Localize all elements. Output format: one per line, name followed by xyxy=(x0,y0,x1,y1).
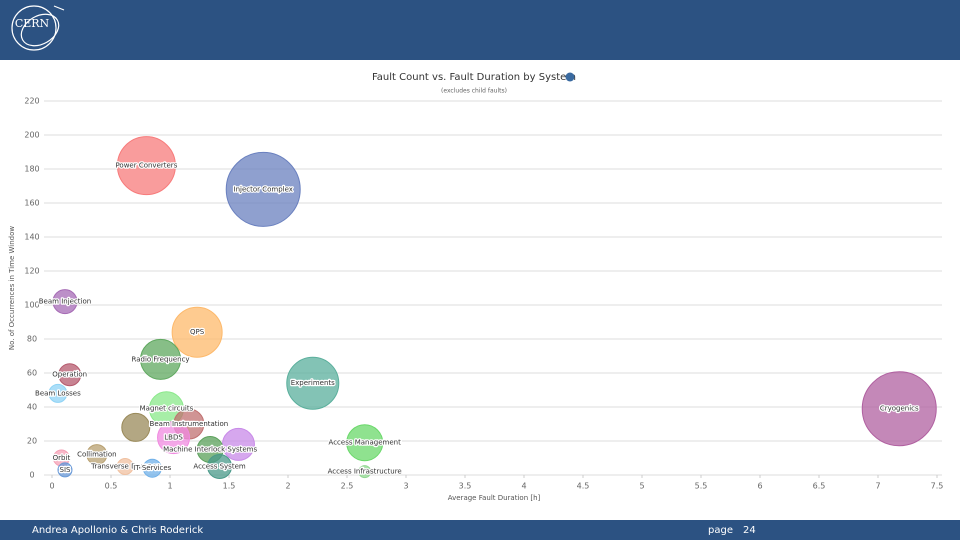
footer-page-number: 24 xyxy=(743,525,756,536)
chart-subtitle: (excludes child faults) xyxy=(441,88,507,95)
bubble-label: Orbit xyxy=(53,454,71,462)
x-tick-label: 7 xyxy=(875,482,880,491)
bubble-label: Experiments xyxy=(291,379,335,387)
bubble-label: Beam Injection xyxy=(39,298,91,306)
bubble-label: Radio Frequency xyxy=(132,355,190,363)
x-axis-label: Average Fault Duration [h] xyxy=(448,494,541,502)
bubble xyxy=(861,371,937,447)
bubble xyxy=(286,356,340,410)
bubble xyxy=(358,465,372,479)
bubble xyxy=(116,136,176,196)
bubble-label: Access Infrastructure xyxy=(328,468,402,476)
y-tick-label: 0 xyxy=(29,471,34,480)
x-tick-label: 6 xyxy=(757,482,762,491)
x-tick-label: 2.5 xyxy=(341,482,354,491)
logo-text: CERN xyxy=(15,17,50,30)
bubble-label: Machine Interlock Systems xyxy=(163,446,257,454)
y-tick-label: 140 xyxy=(24,233,39,242)
bubble-label: Operation xyxy=(52,371,87,379)
x-tick-label: 1.5 xyxy=(223,482,236,491)
bubble-label: IT Services xyxy=(133,464,171,472)
x-tick-label: 1 xyxy=(167,482,172,491)
bubble xyxy=(57,462,73,478)
info-icon[interactable] xyxy=(565,72,575,82)
bubble-label: Beam Instrumentation xyxy=(150,420,229,428)
bubble-label: SIS xyxy=(60,466,72,474)
footer-authors: Andrea Apollonio & Chris Roderick xyxy=(32,525,203,536)
bubble xyxy=(116,458,134,475)
footer-bar xyxy=(0,520,960,540)
bubble xyxy=(48,383,68,403)
bubble-label: Access System xyxy=(193,463,245,471)
bubble-label: Collimation xyxy=(77,451,117,459)
bubble xyxy=(207,454,233,479)
x-tick-label: 4 xyxy=(521,482,526,491)
bubble-label: Cryogenics xyxy=(880,405,919,413)
bubble-label: LBDS xyxy=(164,434,183,442)
x-tick-label: 5.5 xyxy=(695,482,708,491)
bubble xyxy=(225,151,301,227)
x-tick-label: 7.5 xyxy=(931,482,944,491)
bubble xyxy=(221,427,255,461)
x-tick-label: 6.5 xyxy=(813,482,826,491)
y-tick-label: 20 xyxy=(27,437,37,446)
bubble-label: Access Management xyxy=(329,439,402,447)
footer-page-label: page xyxy=(708,525,733,536)
bubble-label: Magnet circuits xyxy=(140,405,194,413)
bubble xyxy=(121,412,151,442)
bubble xyxy=(86,444,108,466)
chart-title: Fault Count vs. Fault Duration by System xyxy=(372,72,576,83)
bubble xyxy=(171,306,223,358)
bubble-label: Transverse Damper xyxy=(90,463,159,471)
bubble-label: Injector Complex xyxy=(234,185,293,193)
y-tick-label: 220 xyxy=(24,97,39,106)
x-tick-label: 0 xyxy=(49,482,54,491)
y-tick-label: 40 xyxy=(27,403,37,412)
y-tick-label: 120 xyxy=(24,267,39,276)
y-tick-label: 100 xyxy=(24,301,39,310)
y-tick-label: 60 xyxy=(27,369,37,378)
plot: 0 20 40 60 80 100 120 140 160 180 200 220 0 0.5 1 1.5 2 2… xyxy=(24,97,943,491)
y-tick-label: 80 xyxy=(27,335,37,344)
y-tick-label: 180 xyxy=(24,165,39,174)
bubble-label: QPS xyxy=(190,328,205,336)
y-axis-label: No. of Occurrences in Time Window xyxy=(8,226,16,351)
bubble xyxy=(58,363,82,387)
x-tick-label: 3.5 xyxy=(459,482,472,491)
x-tick-label: 3 xyxy=(403,482,408,491)
bubble-label: Power Converters xyxy=(115,162,177,170)
y-tick-label: 160 xyxy=(24,199,39,208)
x-tick-label: 0.5 xyxy=(105,482,118,491)
bubble-label: Beam Losses xyxy=(35,389,81,397)
x-tick-label: 5 xyxy=(639,482,644,491)
bubble xyxy=(346,424,384,462)
bubble xyxy=(52,289,78,315)
header-bar xyxy=(0,0,960,60)
x-tick-label: 4.5 xyxy=(577,482,590,491)
x-tick-label: 2 xyxy=(285,482,290,491)
bubble xyxy=(142,458,162,478)
bubble xyxy=(157,421,191,455)
logo xyxy=(11,5,65,51)
bubble xyxy=(140,338,182,380)
y-tick-label: 200 xyxy=(24,131,39,140)
